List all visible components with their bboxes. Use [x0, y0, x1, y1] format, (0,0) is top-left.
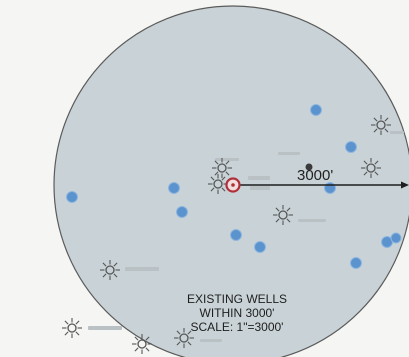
- sun-symbol-icon: [61, 317, 83, 339]
- blue-dot-icon: [345, 141, 357, 153]
- legend-title: EXISTING WELLS: [187, 292, 287, 306]
- radius-label: 3000': [297, 167, 333, 184]
- blue-dot-icon: [230, 229, 242, 241]
- blue-dot-icon: [66, 191, 78, 203]
- blue-dot-icon: [176, 206, 188, 218]
- map-legend: EXISTING WELLS WITHIN 3000' SCALE: 1"=30…: [187, 292, 287, 334]
- blue-dot-icon: [168, 182, 180, 194]
- faint-label-group: [88, 131, 404, 342]
- black-dot-icon: [305, 163, 313, 171]
- subject-well: [225, 177, 241, 193]
- water-wells: [66, 104, 402, 269]
- sun-symbol-icon: [131, 333, 153, 355]
- legend-scale: SCALE: 1"=3000': [191, 320, 284, 334]
- blue-dot-icon: [390, 232, 402, 244]
- blue-dot-icon: [350, 257, 362, 269]
- blue-dot-icon: [254, 241, 266, 253]
- legend-radius: WITHIN 3000': [200, 306, 275, 320]
- blue-dot-icon: [310, 104, 322, 116]
- radius-arrowhead: [401, 181, 409, 189]
- blue-dot-icon: [324, 182, 336, 194]
